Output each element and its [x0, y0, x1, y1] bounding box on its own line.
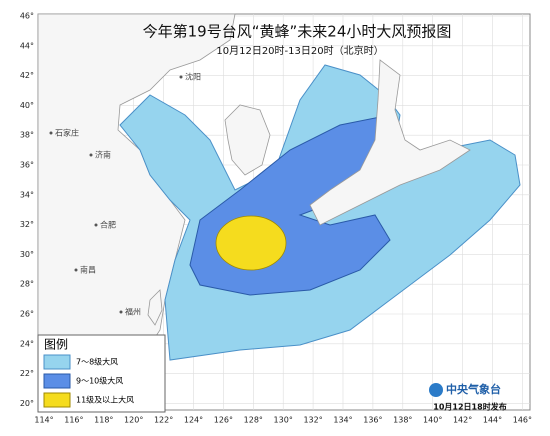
legend-title: 图例 [44, 338, 68, 352]
city-label: 南昌 [80, 265, 96, 275]
city-dot [74, 268, 78, 272]
latitude-label: 38° [20, 131, 34, 140]
longitude-label: 134° [333, 416, 352, 425]
city-dot [49, 131, 53, 135]
legend-item: 7～8级大风 [76, 357, 118, 367]
legend-swatch [43, 392, 71, 408]
longitude-label: 144° [483, 416, 502, 425]
latitude-label: 36° [20, 161, 34, 170]
longitude-label: 122° [154, 416, 173, 425]
legend-item: 11级及以上大风 [76, 395, 134, 405]
agency-logo [429, 383, 443, 397]
latitude-label: 32° [20, 220, 34, 229]
issue-time: 10月12日18时发布 [433, 402, 506, 412]
longitude-label: 126° [214, 416, 233, 425]
taiwan [147, 289, 163, 326]
longitude-label: 146° [513, 416, 532, 425]
longitude-label: 118° [94, 416, 113, 425]
city-dot [179, 75, 183, 79]
city-label: 沈阳 [185, 72, 201, 82]
gale-11-plus-zone [215, 215, 287, 271]
longitude-label: 114° [34, 416, 53, 425]
latitude-label: 26° [20, 310, 34, 319]
city-dot [119, 310, 123, 314]
longitude-label: 128° [244, 416, 263, 425]
korea-peninsula [224, 104, 271, 176]
latitude-label: 28° [20, 280, 34, 289]
city-label: 合肥 [100, 220, 116, 230]
latitude-label: 40° [20, 101, 34, 110]
legend-swatch [43, 354, 71, 370]
longitude-label: 142° [453, 416, 472, 425]
city-dot [89, 153, 93, 157]
city-label: 福州 [125, 308, 141, 317]
agency-name: 中央气象台 [446, 382, 501, 396]
longitude-label: 120° [124, 416, 143, 425]
latitude-label: 34° [20, 190, 34, 199]
latitude-label: 30° [20, 250, 34, 259]
latitude-label: 22° [20, 369, 34, 378]
longitude-label: 130° [274, 416, 293, 425]
map-title: 今年第19号台风“黄蜂”未来24小时大风预报图 [143, 23, 452, 41]
city-dot [94, 223, 98, 227]
latitude-label: 44° [20, 41, 34, 50]
japan [309, 59, 471, 226]
latitude-label: 24° [20, 339, 34, 348]
legend-swatch [43, 373, 71, 389]
latitude-label: 20° [20, 399, 34, 408]
legend: 图例 7～8级大风 9～10级大风 11级及以上大风 [37, 334, 166, 413]
map-subtitle: 10月12日20时-13日20时（北京时） [216, 44, 383, 57]
longitude-label: 140° [423, 416, 442, 425]
longitude-label: 138° [393, 416, 412, 425]
city-label: 石家庄 [55, 128, 79, 138]
latitude-label: 46° [20, 12, 34, 21]
longitude-label: 132° [303, 416, 322, 425]
longitude-label: 136° [363, 416, 382, 425]
latitude-label: 42° [20, 71, 34, 80]
longitude-label: 124° [184, 416, 203, 425]
longitude-label: 116° [64, 416, 83, 425]
legend-item: 9～10级大风 [76, 376, 123, 386]
city-label: 济南 [95, 150, 111, 160]
